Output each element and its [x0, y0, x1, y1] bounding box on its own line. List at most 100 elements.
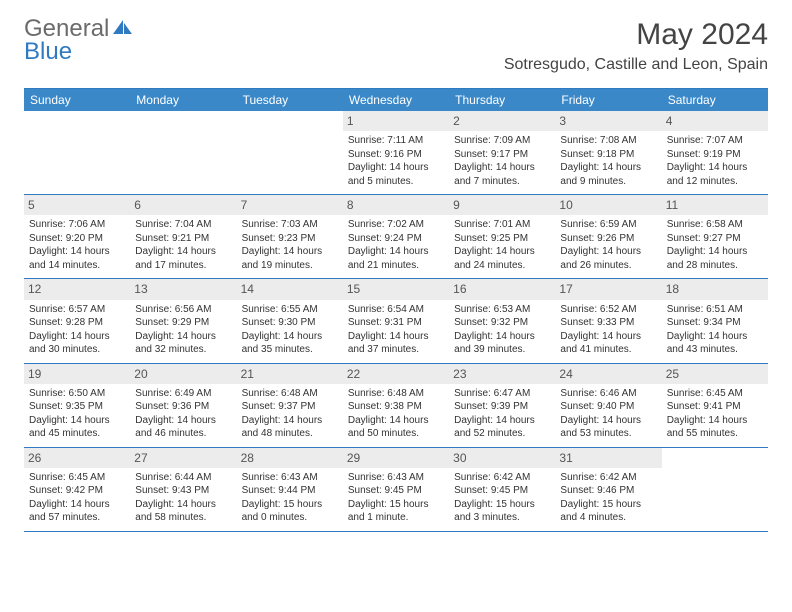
daylight-line: Daylight: 14 hours and 35 minutes. — [242, 330, 338, 357]
weekday-header: Wednesday — [343, 89, 449, 111]
day-cell: 1Sunrise: 7:11 AMSunset: 9:16 PMDaylight… — [343, 111, 449, 194]
sunset-line: Sunset: 9:36 PM — [135, 400, 231, 414]
day-cell: 3Sunrise: 7:08 AMSunset: 9:18 PMDaylight… — [555, 111, 661, 194]
day-number: 2 — [449, 111, 555, 131]
sunrise-line: Sunrise: 7:02 AM — [348, 218, 444, 232]
weekday-header: Friday — [555, 89, 661, 111]
weekday-header: Sunday — [24, 89, 130, 111]
location: Sotresgudo, Castille and Leon, Spain — [504, 56, 768, 74]
sunrise-line: Sunrise: 6:44 AM — [135, 471, 231, 485]
day-cell: 25Sunrise: 6:45 AMSunset: 9:41 PMDayligh… — [662, 364, 768, 447]
day-cell: 13Sunrise: 6:56 AMSunset: 9:29 PMDayligh… — [130, 279, 236, 362]
sunrise-line: Sunrise: 6:43 AM — [242, 471, 338, 485]
sunrise-line: Sunrise: 6:48 AM — [348, 387, 444, 401]
day-cell: 26Sunrise: 6:45 AMSunset: 9:42 PMDayligh… — [24, 448, 130, 531]
day-cell-empty — [24, 111, 130, 194]
sunrise-line: Sunrise: 6:43 AM — [348, 471, 444, 485]
sunrise-line: Sunrise: 6:47 AM — [454, 387, 550, 401]
week-row: 19Sunrise: 6:50 AMSunset: 9:35 PMDayligh… — [24, 364, 768, 448]
day-number: 18 — [662, 279, 768, 299]
week-row: 1Sunrise: 7:11 AMSunset: 9:16 PMDaylight… — [24, 111, 768, 195]
day-cell: 5 Sunrise: 7:06 AMSunset: 9:20 PMDaylight… — [24, 195, 130, 278]
weekday-header: Monday — [130, 89, 236, 111]
daylight-line: Daylight: 14 hours and 55 minutes. — [667, 414, 763, 441]
month-title: May 2024 — [504, 18, 768, 52]
day-number: 26 — [24, 448, 130, 468]
day-cell: 21Sunrise: 6:48 AMSunset: 9:37 PMDayligh… — [237, 364, 343, 447]
day-number: 21 — [237, 364, 343, 384]
daylight-line: Daylight: 14 hours and 5 minutes. — [348, 161, 444, 188]
sunrise-line: Sunrise: 6:48 AM — [242, 387, 338, 401]
daylight-line: Daylight: 14 hours and 39 minutes. — [454, 330, 550, 357]
sunset-line: Sunset: 9:27 PM — [667, 232, 763, 246]
daylight-line: Daylight: 14 hours and 19 minutes. — [242, 245, 338, 272]
day-cell: 16Sunrise: 6:53 AMSunset: 9:32 PMDayligh… — [449, 279, 555, 362]
sunset-line: Sunset: 9:30 PM — [242, 316, 338, 330]
day-number: 19 — [24, 364, 130, 384]
day-number: 24 — [555, 364, 661, 384]
day-number: 30 — [449, 448, 555, 468]
sunset-line: Sunset: 9:45 PM — [454, 484, 550, 498]
sunrise-line: Sunrise: 7:06 AM — [29, 218, 125, 232]
day-number: 22 — [343, 364, 449, 384]
daylight-line: Daylight: 14 hours and 52 minutes. — [454, 414, 550, 441]
day-number: 6 — [130, 195, 236, 215]
sunset-line: Sunset: 9:26 PM — [560, 232, 656, 246]
daylight-line: Daylight: 14 hours and 14 minutes. — [29, 245, 125, 272]
daylight-line: Daylight: 15 hours and 0 minutes. — [242, 498, 338, 525]
week-row: 12Sunrise: 6:57 AMSunset: 9:28 PMDayligh… — [24, 279, 768, 363]
title-block: May 2024 Sotresgudo, Castille and Leon, … — [504, 18, 768, 74]
day-number: 5 — [24, 195, 130, 215]
sunset-line: Sunset: 9:16 PM — [348, 148, 444, 162]
calendar: SundayMondayTuesdayWednesdayThursdayFrid… — [24, 88, 768, 532]
weekday-header: Tuesday — [237, 89, 343, 111]
sunrise-line: Sunrise: 6:45 AM — [667, 387, 763, 401]
day-cell: 7Sunrise: 7:03 AMSunset: 9:23 PMDaylight… — [237, 195, 343, 278]
sunrise-line: Sunrise: 6:55 AM — [242, 303, 338, 317]
sunset-line: Sunset: 9:33 PM — [560, 316, 656, 330]
sunrise-line: Sunrise: 6:56 AM — [135, 303, 231, 317]
sunrise-line: Sunrise: 6:54 AM — [348, 303, 444, 317]
sunset-line: Sunset: 9:37 PM — [242, 400, 338, 414]
sunset-line: Sunset: 9:20 PM — [29, 232, 125, 246]
day-number: 9 — [449, 195, 555, 215]
day-cell: 30 Sunrise: 6:42 AMSunset: 9:45 PMDayligh… — [449, 448, 555, 531]
daylight-line: Daylight: 14 hours and 24 minutes. — [454, 245, 550, 272]
day-number: 4 — [662, 111, 768, 131]
sunset-line: Sunset: 9:23 PM — [242, 232, 338, 246]
sunrise-line: Sunrise: 7:11 AM — [348, 134, 444, 148]
day-cell: 11Sunrise: 6:58 AMSunset: 9:27 PMDayligh… — [662, 195, 768, 278]
day-number: 8 — [343, 195, 449, 215]
sunrise-line: Sunrise: 6:58 AM — [667, 218, 763, 232]
day-number: 13 — [130, 279, 236, 299]
daylight-line: Daylight: 14 hours and 37 minutes. — [348, 330, 444, 357]
sunrise-line: Sunrise: 6:46 AM — [560, 387, 656, 401]
daylight-line: Daylight: 14 hours and 28 minutes. — [667, 245, 763, 272]
day-cell: 29Sunrise: 6:43 AMSunset: 9:45 PMDayligh… — [343, 448, 449, 531]
logo-text: General Blue — [24, 18, 133, 64]
sunrise-line: Sunrise: 6:52 AM — [560, 303, 656, 317]
daylight-line: Daylight: 14 hours and 46 minutes. — [135, 414, 231, 441]
sunrise-line: Sunrise: 6:42 AM — [560, 471, 656, 485]
weekday-header: Thursday — [449, 89, 555, 111]
sunrise-line: Sunrise: 7:04 AM — [135, 218, 231, 232]
sunrise-line: Sunrise: 6:51 AM — [667, 303, 763, 317]
daylight-line: Daylight: 14 hours and 50 minutes. — [348, 414, 444, 441]
day-number: 3 — [555, 111, 661, 131]
sunset-line: Sunset: 9:43 PM — [135, 484, 231, 498]
daylight-line: Daylight: 14 hours and 26 minutes. — [560, 245, 656, 272]
sunset-line: Sunset: 9:42 PM — [29, 484, 125, 498]
day-number: 31 — [555, 448, 661, 468]
sunset-line: Sunset: 9:17 PM — [454, 148, 550, 162]
logo: General Blue — [24, 18, 133, 64]
daylight-line: Daylight: 15 hours and 3 minutes. — [454, 498, 550, 525]
daylight-line: Daylight: 14 hours and 43 minutes. — [667, 330, 763, 357]
day-number: 27 — [130, 448, 236, 468]
sunrise-line: Sunrise: 6:45 AM — [29, 471, 125, 485]
day-number: 20 — [130, 364, 236, 384]
daylight-line: Daylight: 14 hours and 41 minutes. — [560, 330, 656, 357]
sunrise-line: Sunrise: 6:42 AM — [454, 471, 550, 485]
day-cell: 4Sunrise: 7:07 AMSunset: 9:19 PMDaylight… — [662, 111, 768, 194]
day-number: 28 — [237, 448, 343, 468]
sail-icon — [111, 15, 133, 42]
